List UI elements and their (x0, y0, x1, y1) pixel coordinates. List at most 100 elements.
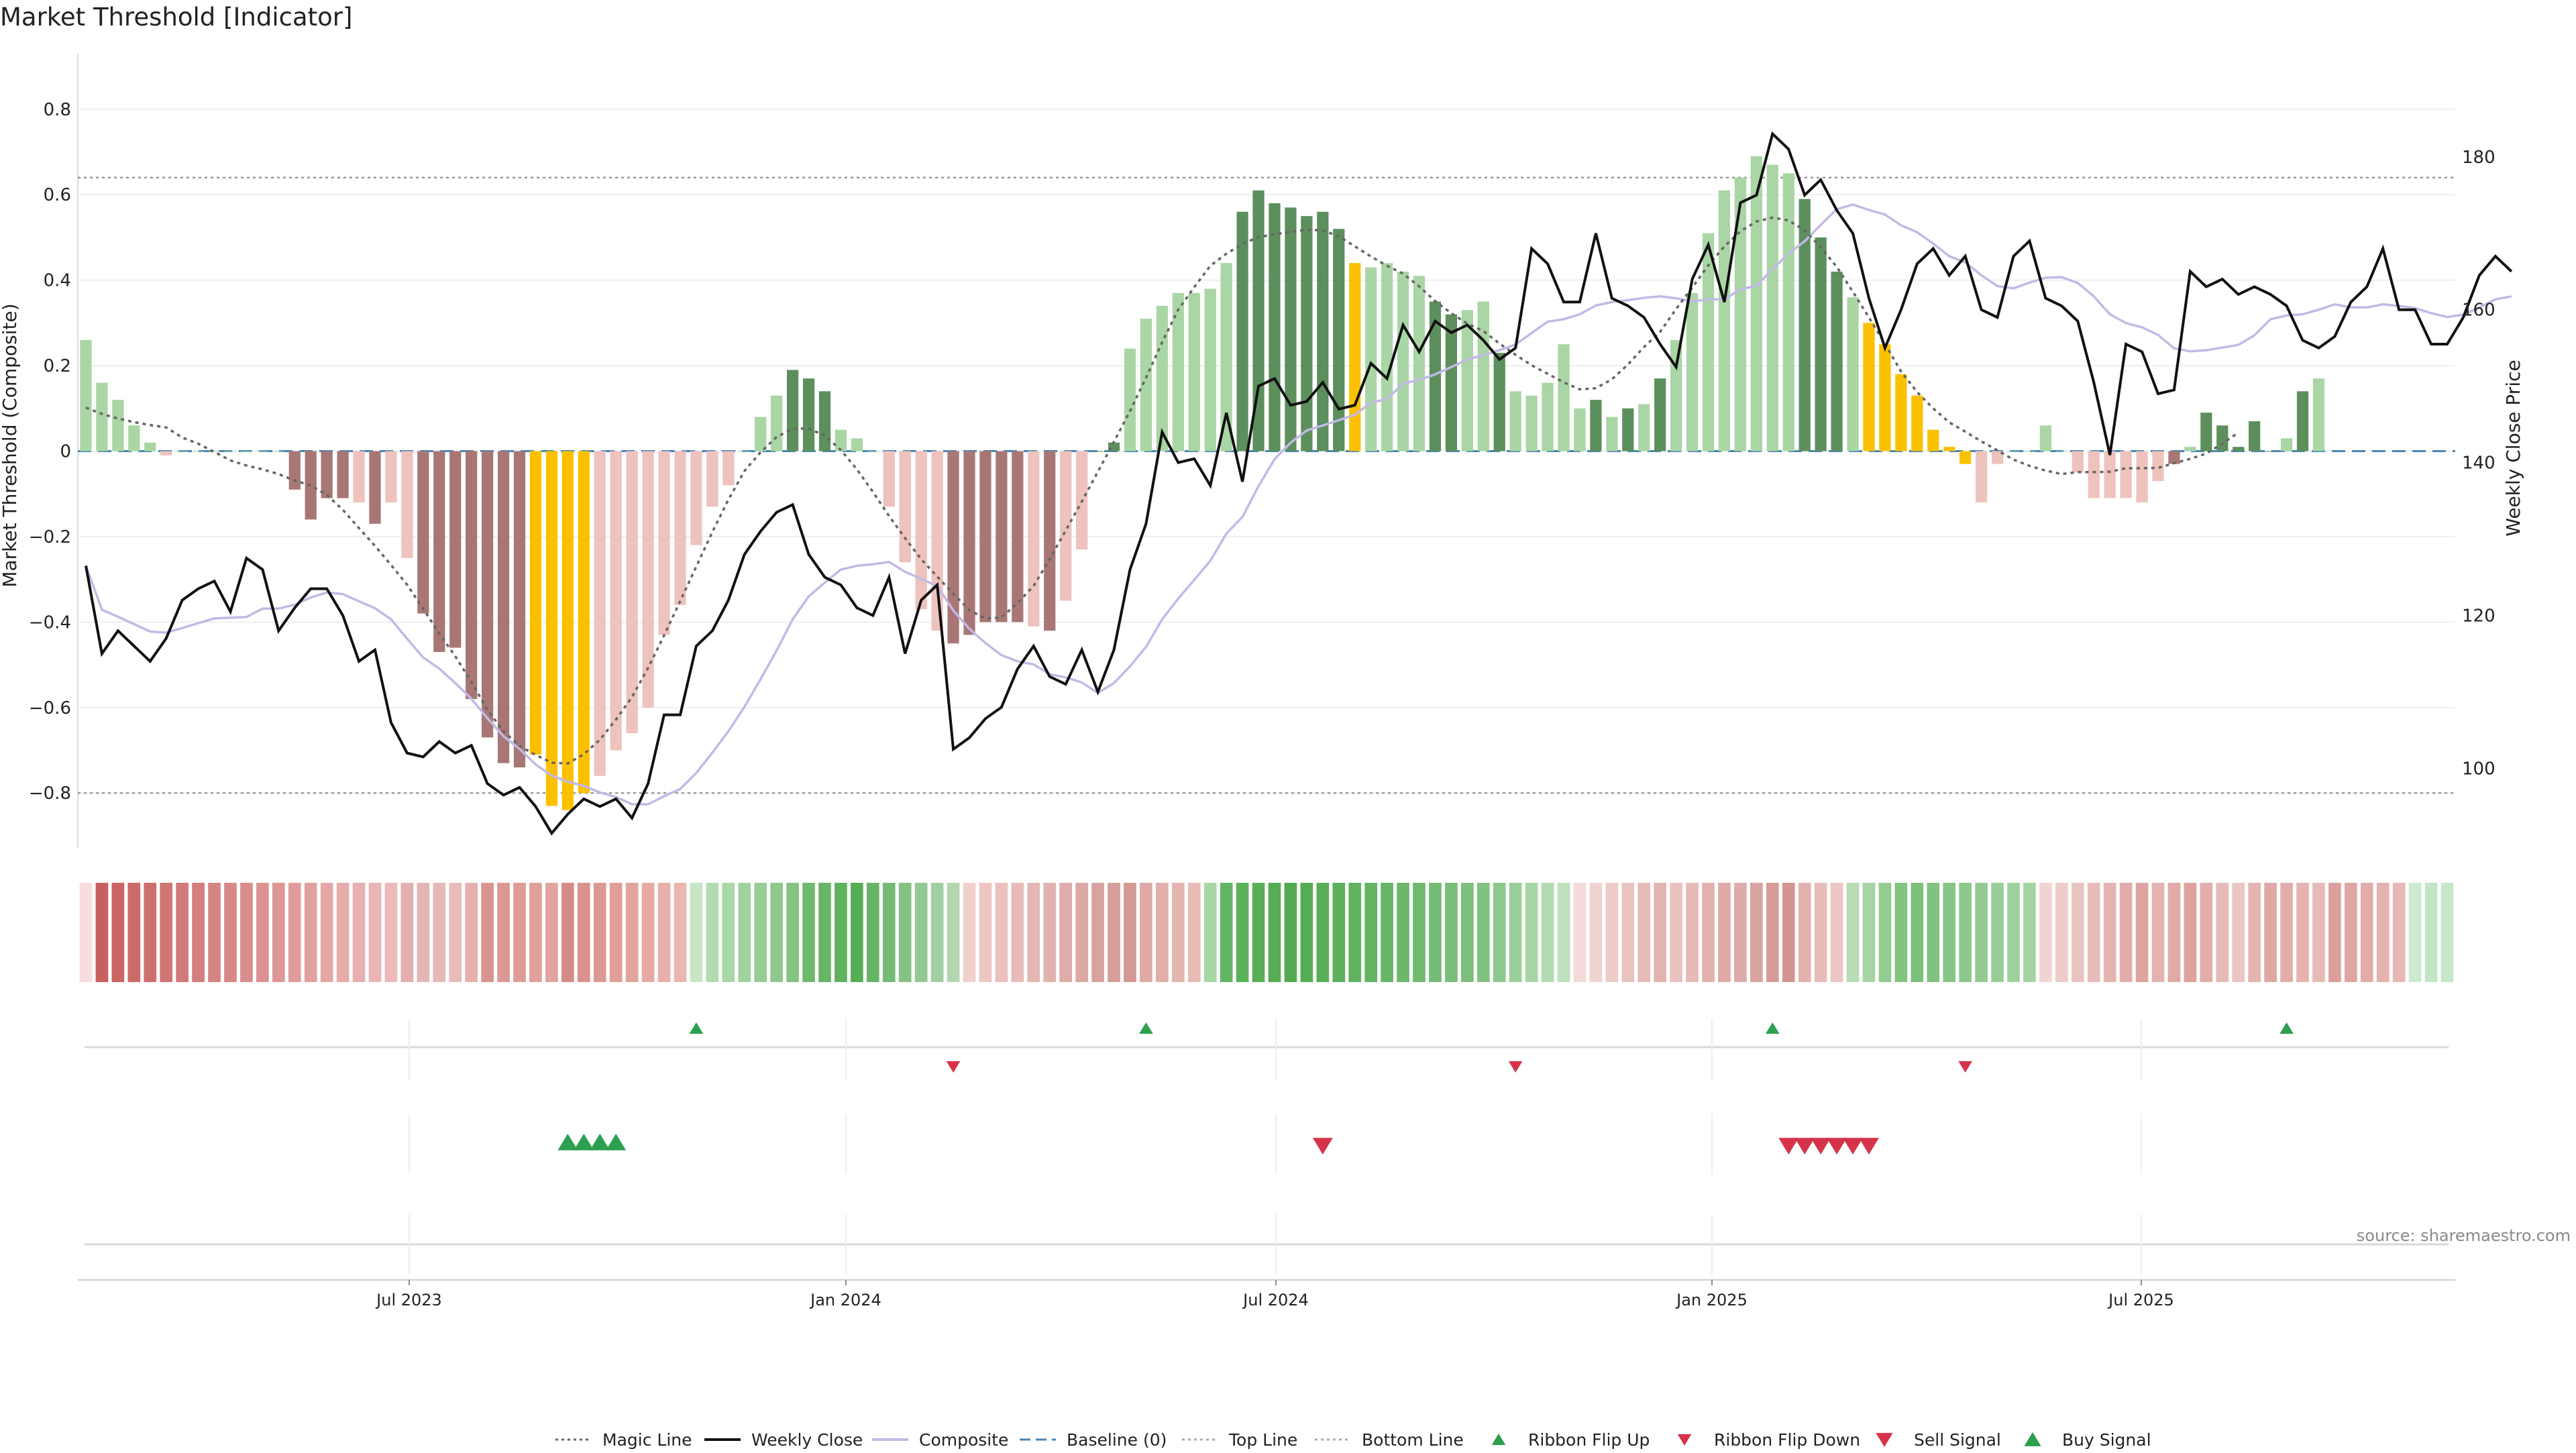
composite-bar (802, 378, 815, 451)
composite-bar (1012, 451, 1024, 623)
composite-bar (401, 451, 413, 558)
composite-bar (2104, 451, 2116, 498)
ribbon-cell (1959, 883, 1972, 982)
composite-bar (851, 438, 863, 451)
ribbon-cell (529, 883, 542, 982)
y-tick-label: 0.4 (44, 271, 71, 291)
ribbon-cell (1750, 883, 1763, 982)
composite-bar (1509, 391, 1521, 451)
legend-item: Sell Signal (1876, 1430, 2001, 1450)
left-axis-ticks: 0.8 0.6 0.4 0.2 0 −0.2 −0.4 −0.6 −0.8 (29, 100, 71, 804)
buy-signal-marker (574, 1134, 594, 1150)
ribbon-cell (1927, 883, 1940, 982)
ribbon-cell (1108, 883, 1120, 982)
legend-label: Composite (919, 1430, 1008, 1450)
composite-bar (1670, 339, 1682, 451)
composite-bar (369, 451, 381, 524)
composite-bar (1815, 237, 1827, 451)
ribbon-cell (2023, 883, 2036, 982)
ribbon-cell (208, 883, 221, 982)
ribbon-cell (2087, 883, 2100, 982)
ribbon-cell (609, 883, 623, 982)
composite-bar (449, 451, 462, 648)
legend-item: Composite (872, 1430, 1008, 1450)
legend-item: Weekly Close (704, 1430, 863, 1450)
x-axis: Jul 2023 Jan 2024 Jul 2024 Jan 2025 Jul 2025 (78, 1279, 2455, 1309)
composite-bar (1525, 395, 1538, 451)
ribbon-cell (2167, 883, 2181, 982)
ribbon-cell (1171, 883, 1185, 982)
composite-bar (642, 451, 654, 708)
composite-bar (578, 451, 590, 794)
composite-bar (1028, 451, 1040, 627)
composite-bar (1397, 271, 1409, 451)
ribbon-cell (1525, 883, 1538, 982)
composite-bar (1927, 429, 1939, 451)
composite-bar (835, 429, 847, 451)
composite-bar (1879, 344, 1891, 451)
y-tick-label: 0.2 (44, 356, 71, 376)
composite-bar (915, 451, 927, 610)
ribbon-cell (1460, 883, 1474, 982)
composite-bar (2233, 447, 2245, 451)
series-lines (85, 131, 2513, 836)
ribbon-cell (1654, 883, 1667, 982)
ribbon-cell (738, 883, 751, 982)
legend-item: Ribbon Flip Up (1491, 1430, 1650, 1450)
legend-item: Bottom Line (1315, 1430, 1464, 1450)
ribbon-cell (914, 883, 928, 982)
chart-canvas: 0.80.60.40.20−0.2−0.4−0.6−0.8 1801601401… (0, 54, 2524, 1309)
chart-title: Market Threshold [Indicator] (0, 3, 353, 32)
composite-bar (497, 451, 510, 763)
ribbon-cell (1686, 883, 1699, 982)
composite-bar (1799, 199, 1811, 451)
ribbon-cell (2200, 883, 2213, 982)
composite-bar (1831, 271, 1843, 451)
composite-bar (722, 451, 735, 486)
sell-signal-marker (1811, 1138, 1831, 1154)
ribbon-cell (1975, 883, 1988, 982)
ribbon-cell (1846, 883, 1860, 982)
ribbon-cell (127, 883, 141, 982)
ribbon-cell (802, 883, 815, 982)
ribbon-cell (818, 883, 831, 982)
signal-rows (85, 1020, 2449, 1275)
ribbon-cell (593, 883, 606, 982)
composite-bar (513, 451, 526, 767)
composite-bar (1654, 378, 1666, 451)
ribbon-cell (1798, 883, 1811, 982)
ribbon-cell (1075, 883, 1088, 982)
composite-bar (2039, 425, 2051, 451)
ribbon-cell (1059, 883, 1073, 982)
composite-bar (1365, 267, 1377, 451)
ribbon-cell (497, 883, 510, 982)
ribbon-cell (1702, 883, 1715, 982)
ribbon-cell (272, 883, 285, 982)
ribbon-cell (706, 883, 719, 982)
ribbon-cell (336, 883, 350, 982)
ribbon-cell (2360, 883, 2373, 982)
composite-bar (224, 451, 237, 452)
composite-bar (80, 339, 92, 451)
composite-bar (433, 451, 445, 652)
ribbon-cell (1397, 883, 1409, 982)
ribbon-cell (1316, 883, 1330, 982)
composite-bar (176, 451, 189, 452)
sell-signal-marker (1312, 1138, 1333, 1154)
ribbon-cell (2392, 883, 2406, 982)
composite-bar (963, 451, 975, 635)
composite-bar (1349, 263, 1361, 451)
ribbon-cell (690, 883, 703, 982)
ribbon-cell (1557, 883, 1570, 982)
ribbon-cell (1541, 883, 1554, 982)
ribbon-cell (1300, 883, 1313, 982)
ribbon-cell (160, 883, 173, 982)
ribbon-cell (192, 883, 205, 982)
ribbon-cell (577, 883, 590, 982)
ribbon-cell (1252, 883, 1265, 982)
composite-bar (1188, 292, 1200, 451)
ribbon-cell (449, 883, 462, 982)
composite-bar (1285, 207, 1297, 451)
composite-bar (1317, 211, 1329, 451)
ribbon-cell (1156, 883, 1169, 982)
